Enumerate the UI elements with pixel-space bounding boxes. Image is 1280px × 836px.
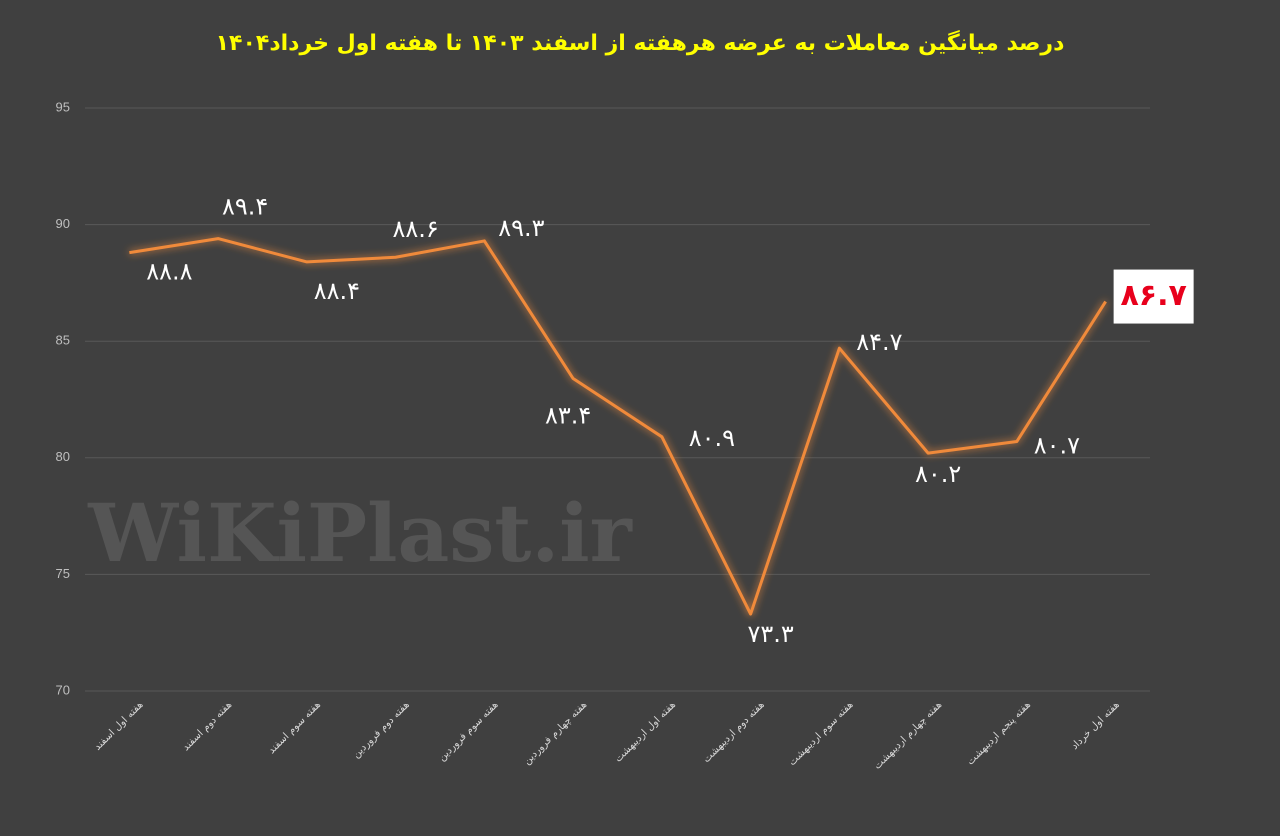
value-label-box: [1113, 269, 1194, 324]
value-label: ۸۴.۷: [856, 328, 902, 356]
value-label: ۸۸.۸: [146, 258, 192, 286]
value-label: ۷۳.۳: [747, 620, 793, 648]
y-tick-label: 85: [56, 333, 70, 348]
y-tick-label: 95: [56, 99, 70, 114]
y-tick-label: 75: [56, 566, 70, 581]
value-label: ۸۹.۳: [498, 214, 544, 242]
watermark: WiKiPlast.ir: [87, 486, 632, 580]
value-label: ۸۰.۲: [915, 460, 961, 488]
value-label: ۸۹.۴: [222, 193, 268, 221]
y-tick-label: 70: [56, 682, 70, 697]
value-label: ۸۸.۴: [314, 277, 360, 305]
value-label: ۸۳.۴: [545, 402, 591, 430]
y-tick-label: 80: [56, 449, 70, 464]
value-label: ۸۰.۷: [1034, 431, 1080, 459]
value-label: ۸۶.۷: [1120, 278, 1186, 313]
line: [129, 237, 1107, 616]
value-label: ۸۸.۶: [392, 215, 438, 243]
chart-title: درصد میانگین معاملات به عرضه هرهفته از ا…: [216, 29, 1065, 56]
y-tick-label: 90: [56, 216, 70, 231]
value-label: ۸۰.۹: [689, 424, 735, 452]
